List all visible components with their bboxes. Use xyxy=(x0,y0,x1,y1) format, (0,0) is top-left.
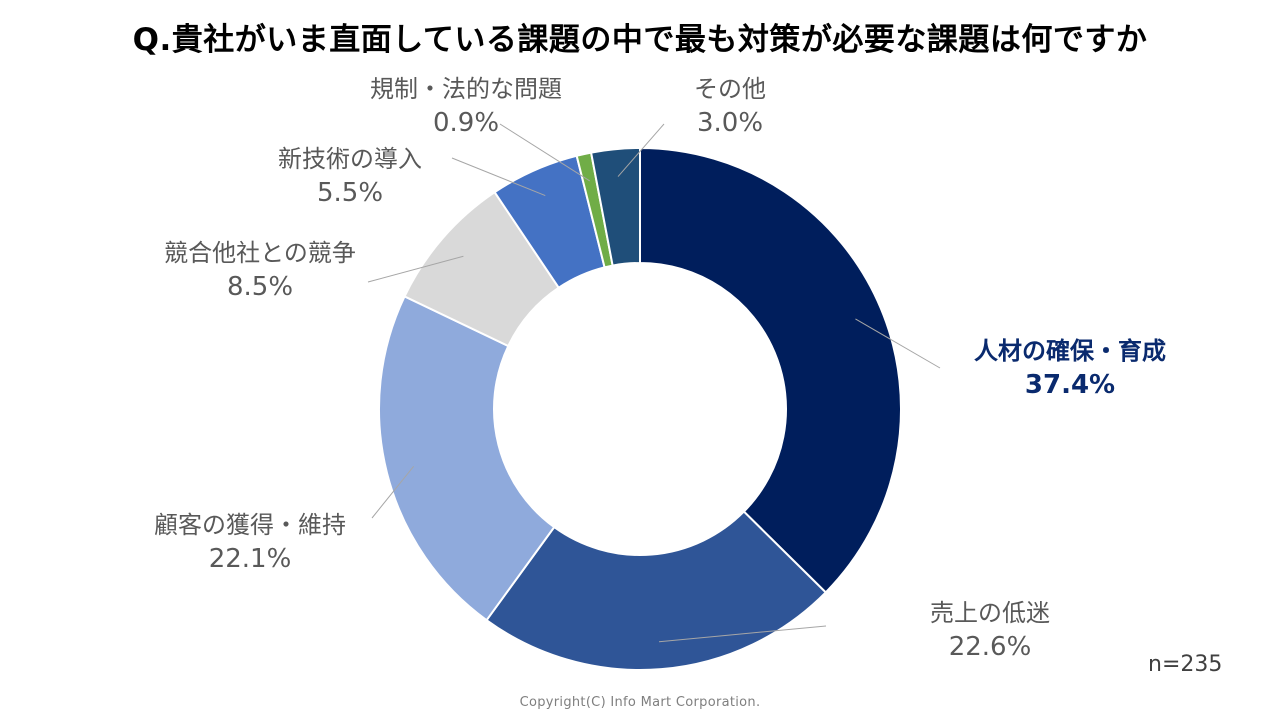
page-title: Q.貴社がいま直面している課題の中で最も対策が必要な課題は何ですか xyxy=(132,22,1148,58)
slice-label-shingijutsu: 新技術の導入 5.5% xyxy=(278,145,422,208)
slice-uriage xyxy=(485,510,828,671)
slice-label-jinzai: 人材の確保・育成 37.4% xyxy=(974,337,1166,400)
copyright: Copyright(C) Info Mart Corporation. xyxy=(519,695,761,710)
leader-line-jinzai xyxy=(855,318,941,369)
leader-line-uriage xyxy=(659,625,827,643)
slice-sonota xyxy=(589,146,641,267)
slice-label-kokyaku: 顧客の獲得・維持 22.1% xyxy=(154,511,346,574)
slice-label-sonota: その他 3.0% xyxy=(694,75,766,138)
slice-label-kyougou: 競合他社との競争 8.5% xyxy=(164,239,356,302)
leader-line-kyougou xyxy=(367,255,464,283)
slice-jinzai xyxy=(639,146,902,594)
sample-size: n=235 xyxy=(1148,652,1223,677)
leader-line-kokyaku xyxy=(371,466,415,519)
slice-label-kisei: 規制・法的な問題 0.9% xyxy=(370,75,562,138)
leader-line-sonota xyxy=(617,123,665,177)
leader-line-shingijutsu xyxy=(451,157,546,197)
slice-kokyaku xyxy=(378,295,556,622)
slice-label-uriage: 売上の低迷 22.6% xyxy=(930,599,1050,662)
leader-line-kisei xyxy=(499,123,591,182)
